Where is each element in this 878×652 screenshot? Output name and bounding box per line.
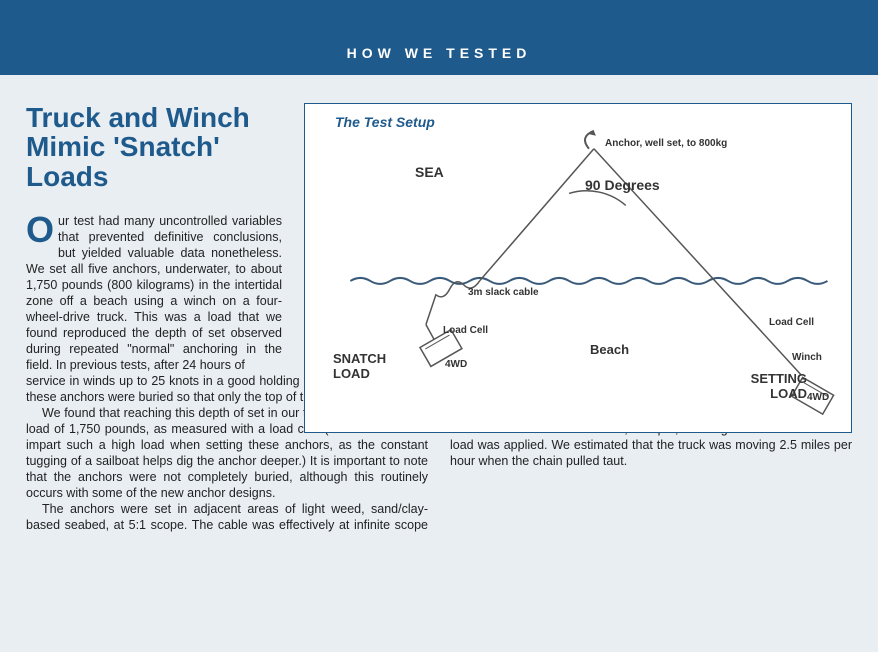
- label-slack: 3m slack cable: [468, 287, 539, 298]
- dropcap: O: [26, 213, 58, 246]
- label-snatch: SNATCH LOAD: [333, 352, 403, 382]
- label-winch: Winch: [792, 352, 822, 363]
- label-beach: Beach: [590, 342, 629, 357]
- header-title: HOW WE TESTED: [347, 45, 532, 61]
- label-loadcell-right: Load Cell: [769, 317, 814, 328]
- label-4wd-right: 4WD: [807, 392, 829, 403]
- test-setup-diagram: The Test Setup: [304, 103, 852, 433]
- article-title: Truck and Winch Mimic 'Snatch' Loads: [26, 103, 276, 191]
- header-band: HOW WE TESTED: [0, 0, 878, 75]
- label-4wd-left: 4WD: [445, 359, 467, 370]
- paragraph-1-narrow: O ur test had many uncontrolled variable…: [26, 213, 282, 373]
- rode-left-upper: [480, 149, 594, 281]
- waterline: [350, 278, 827, 284]
- label-ninety: 90 Degrees: [585, 177, 660, 193]
- label-anchor: Anchor, well set, to 800kg: [605, 138, 727, 149]
- label-sea: SEA: [415, 164, 444, 180]
- article-content: Truck and Winch Mimic 'Snatch' Loads O u…: [0, 75, 878, 652]
- label-setting: SETTING LOAD: [737, 372, 807, 402]
- p1a-text: ur test had many uncontrolled variables …: [26, 214, 282, 372]
- label-loadcell-left: Load Cell: [443, 325, 488, 336]
